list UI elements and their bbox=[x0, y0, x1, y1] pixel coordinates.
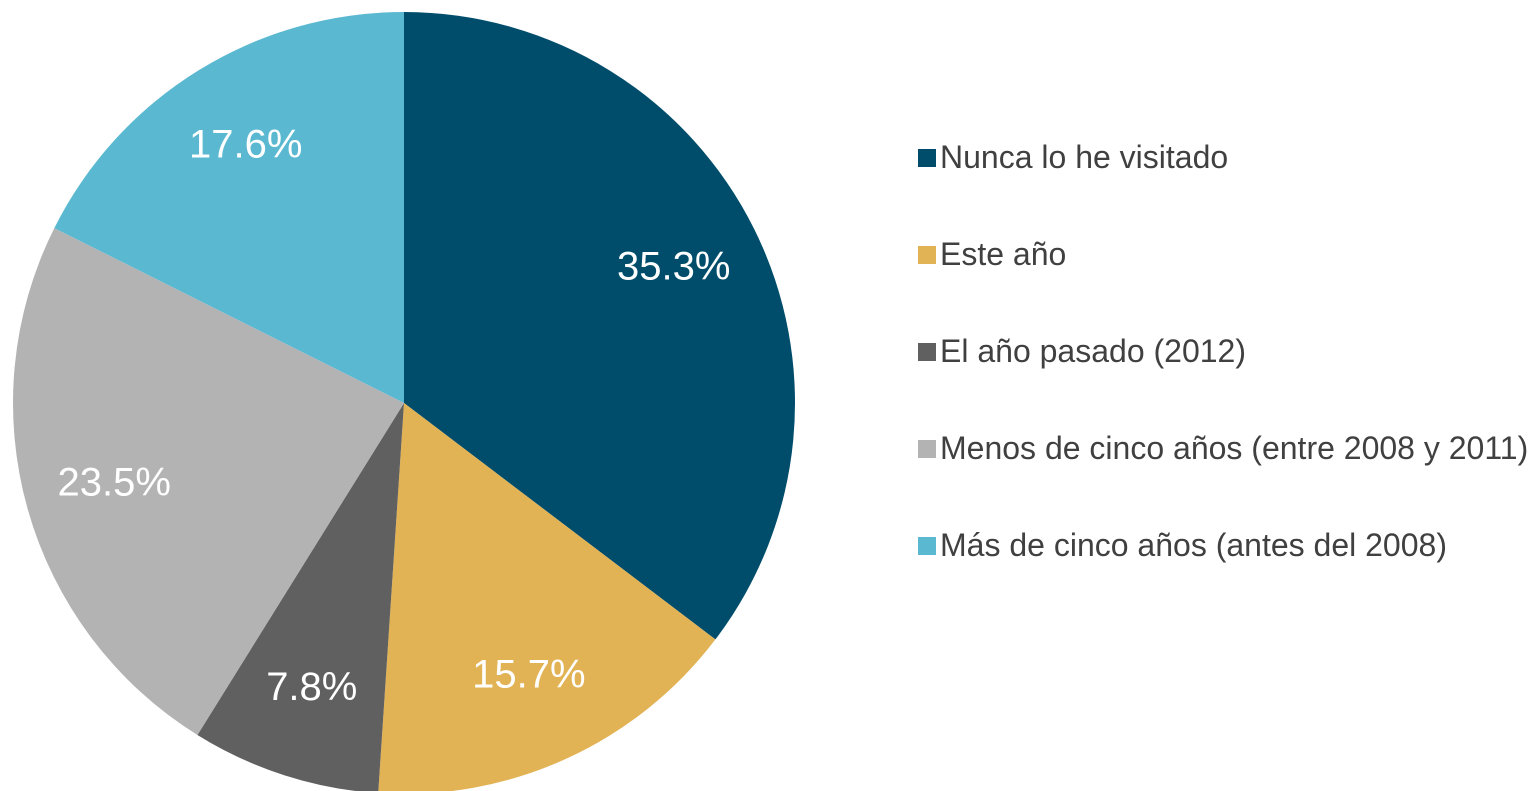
legend-swatch bbox=[918, 343, 936, 361]
chart: 35.3% 15.7% 7.8% 23.5% 17.6% bbox=[12, 12, 795, 791]
legend: Nunca lo he visitado Este año El año pasad… bbox=[918, 136, 1532, 567]
legend-item: Menos de cinco años (entre 2008 y 2011) bbox=[918, 427, 1532, 470]
data-label: 15.7% bbox=[472, 653, 585, 697]
legend-swatch bbox=[918, 246, 936, 264]
legend-label: Este año bbox=[940, 236, 1067, 272]
pie-slice bbox=[378, 403, 716, 791]
legend-label: Nunca lo he visitado bbox=[940, 139, 1229, 175]
pie-slice bbox=[12, 228, 404, 735]
pie-slice bbox=[197, 403, 404, 791]
legend-swatch bbox=[918, 149, 936, 167]
legend-item: Más de cinco años (antes del 2008) bbox=[918, 524, 1532, 567]
data-label: 7.8% bbox=[266, 665, 357, 709]
data-label: 35.3% bbox=[617, 245, 730, 289]
data-label: 17.6% bbox=[189, 122, 302, 166]
legend-item: El año pasado (2012) bbox=[918, 330, 1532, 373]
legend-item: Este año bbox=[918, 233, 1532, 276]
legend-label: El año pasado (2012) bbox=[940, 333, 1246, 369]
pie-slice bbox=[404, 12, 795, 640]
legend-item: Nunca lo he visitado bbox=[918, 136, 1532, 179]
legend-label: Más de cinco años (antes del 2008) bbox=[940, 527, 1447, 563]
legend-swatch bbox=[918, 440, 936, 458]
legend-label: Menos de cinco años (entre 2008 y 2011) bbox=[940, 430, 1529, 466]
data-label: 23.5% bbox=[58, 460, 171, 504]
pie-slice bbox=[54, 12, 404, 403]
legend-swatch bbox=[918, 537, 936, 555]
